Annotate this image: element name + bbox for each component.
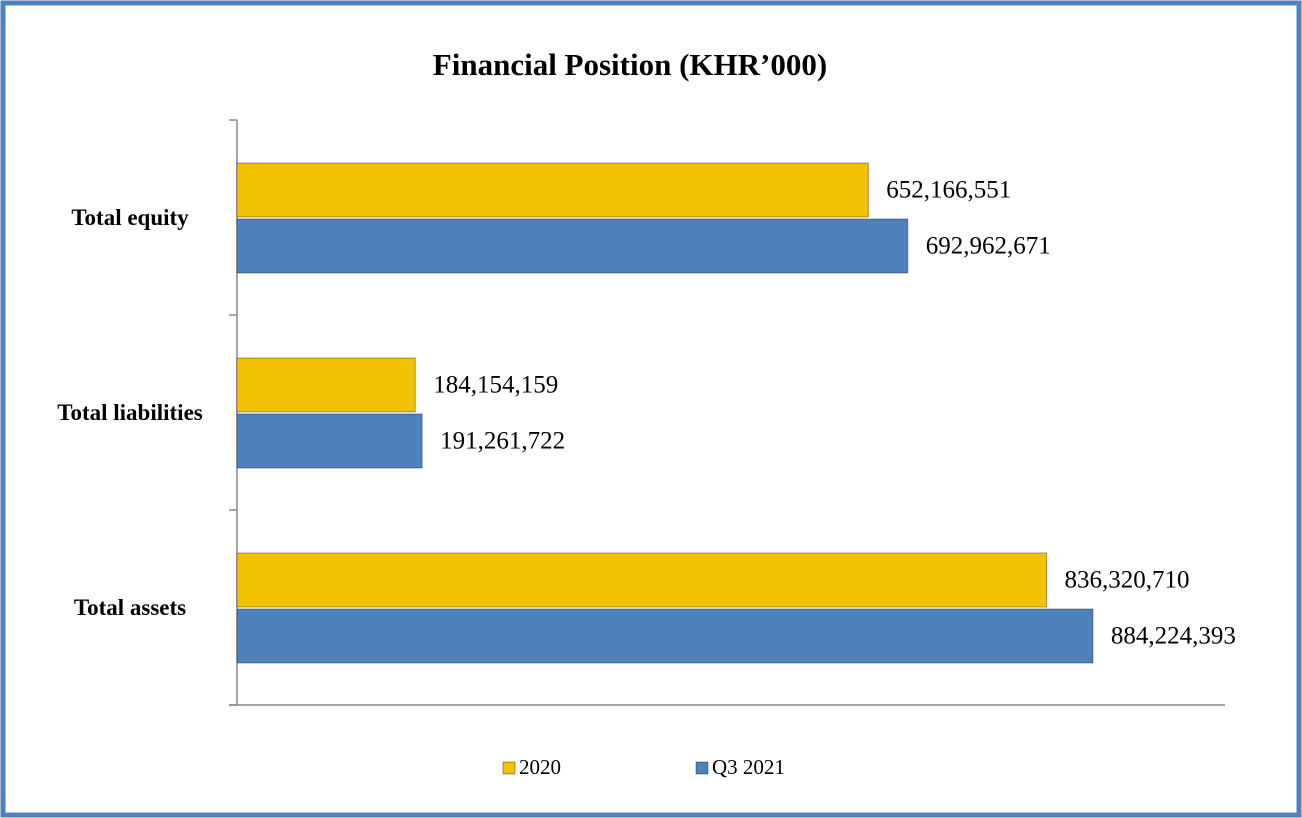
y-tick-label: Total liabilities bbox=[57, 399, 203, 425]
value-label: 184,154,159 bbox=[433, 372, 558, 399]
value-label: 652,166,551 bbox=[886, 177, 1011, 204]
value-label: 884,224,393 bbox=[1111, 623, 1236, 650]
value-label: 836,320,710 bbox=[1065, 567, 1190, 594]
y-tick-label: Total assets bbox=[73, 594, 187, 620]
legend-label: 2020 bbox=[519, 755, 561, 779]
y-tick-label: Total equity bbox=[71, 204, 189, 230]
bar bbox=[236, 218, 909, 274]
bar bbox=[236, 357, 416, 413]
value-label: 692,962,671 bbox=[926, 233, 1051, 260]
legend-swatch bbox=[695, 761, 709, 775]
chart-title: Financial Position (KHR’000) bbox=[433, 47, 827, 82]
bar bbox=[236, 608, 1094, 664]
bar bbox=[236, 552, 1048, 608]
value-label: 191,261,722 bbox=[440, 428, 565, 455]
legend-label: Q3 2021 bbox=[712, 755, 785, 779]
legend-swatch bbox=[502, 761, 516, 775]
bar bbox=[236, 162, 869, 218]
bar bbox=[236, 413, 423, 469]
